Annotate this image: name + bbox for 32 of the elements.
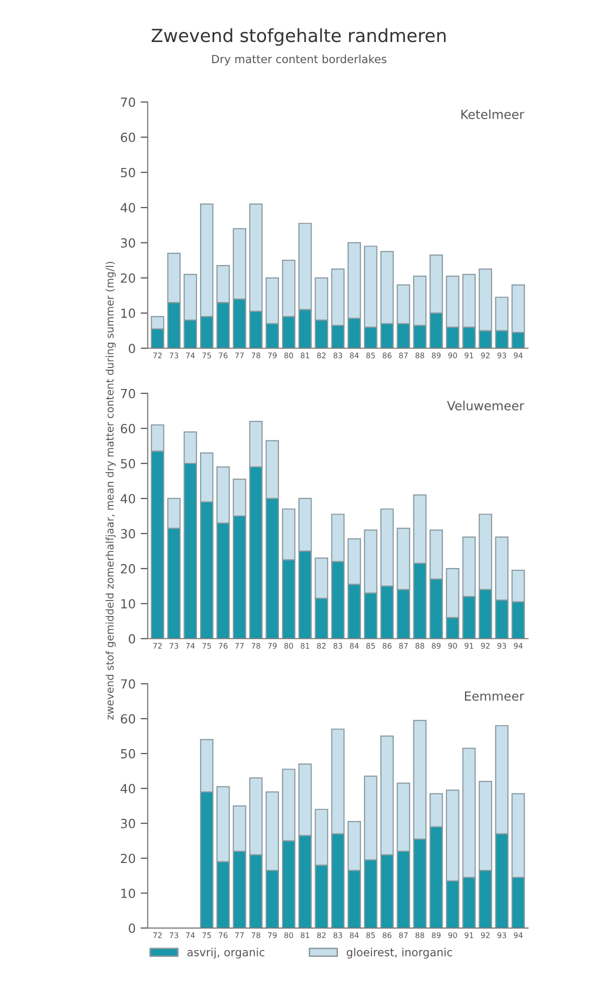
y-tick-label: 70 (121, 388, 136, 398)
y-tick-label: 40 (120, 203, 136, 212)
y-tick-label: 50 (120, 458, 136, 468)
annotation: Veluwemeer (447, 400, 524, 410)
y-tick-label: 20 (120, 854, 136, 864)
y-tick-label: 0 (128, 344, 136, 354)
y-tick-label: 40 (120, 494, 136, 504)
y-tick-label: 20 (120, 564, 136, 574)
y-tick-label: 70 (121, 97, 136, 107)
y-tick-label: 20 (120, 273, 136, 283)
y-tick-label: 0 (128, 924, 136, 933)
y-tick-label: 40 (120, 784, 136, 794)
y-tick-label: 10 (121, 888, 136, 898)
legend-label: asvrij, organic (187, 948, 264, 959)
y-tick-label: 30 (120, 528, 136, 538)
y-tick-label: 10 (121, 599, 136, 609)
annotation: Eemmeer (464, 691, 524, 701)
y-tick-label: 10 (121, 308, 136, 318)
chart-subtitle: Dry matter content borderlakes (212, 54, 386, 66)
y-tick-label: 50 (120, 749, 136, 758)
legend-label: gloeirest, inorganic (346, 948, 452, 959)
y-tick-label: 50 (120, 168, 136, 178)
y-tick-label: 60 (120, 424, 136, 434)
y-tick-label: 30 (120, 818, 136, 828)
y-tick-label: 70 (121, 679, 136, 689)
y-tick-label: 60 (120, 714, 136, 724)
y-tick-label: 60 (120, 132, 136, 142)
annotation: Ketelmeer (461, 109, 524, 120)
chart-title: Zwevend stofgehalte randmeren (152, 28, 446, 46)
y-axis-title: zwevend stof gemiddeld zomerhalfjaar, mean dry matter content during summer (mg/l) (106, 262, 116, 720)
y-tick-label: 0 (128, 634, 136, 644)
y-tick-label: 30 (120, 238, 136, 248)
